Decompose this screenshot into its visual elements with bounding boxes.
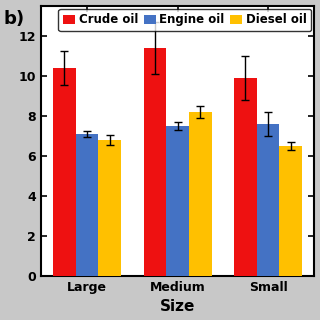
Bar <box>279 146 302 276</box>
Text: b): b) <box>3 10 24 28</box>
Bar <box>234 78 257 276</box>
Bar <box>99 140 121 276</box>
Bar <box>257 124 279 276</box>
Bar <box>144 48 166 276</box>
Bar <box>53 68 76 276</box>
Bar <box>189 112 212 276</box>
X-axis label: Size: Size <box>160 300 195 315</box>
Bar <box>76 134 99 276</box>
Legend: Crude oil, Engine oil, Diesel oil: Crude oil, Engine oil, Diesel oil <box>59 9 311 31</box>
Bar <box>166 126 189 276</box>
